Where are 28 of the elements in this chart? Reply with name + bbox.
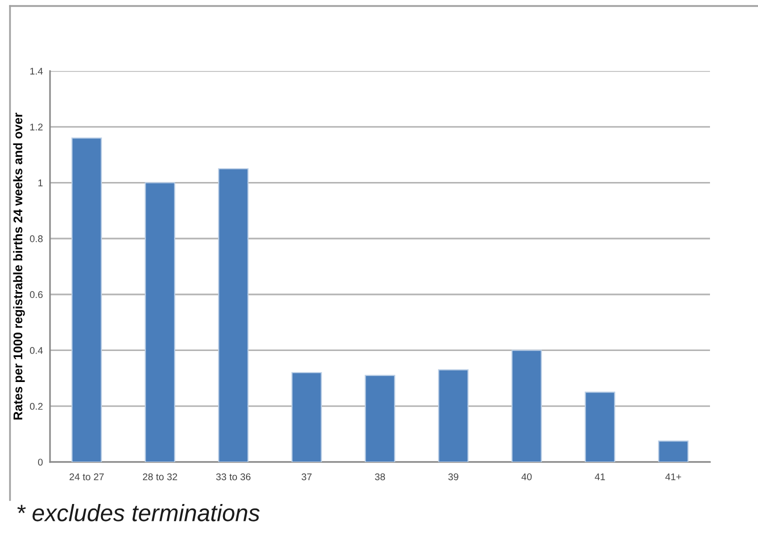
y-tick-label: 1 [38, 180, 43, 186]
bar [511, 350, 542, 462]
x-tick-label: 40 [521, 473, 532, 480]
y-tick-label: 0.2 [30, 402, 43, 410]
y-tick-label: 0.8 [30, 235, 43, 242]
y-axis-title: Rates per 1000 registrable births 24 weeks and over [13, 112, 25, 420]
y-tick-label: 1.2 [30, 124, 43, 130]
y-tick-label: 0.6 [30, 291, 43, 298]
x-tick-label: 37 [302, 473, 312, 480]
x-tick-label: 33 to 36 [216, 473, 250, 480]
bar [291, 372, 322, 462]
y-tick-label: 0 [38, 458, 43, 466]
y-tick-label: 1.4 [30, 68, 43, 75]
bar [71, 137, 102, 462]
x-tick-label: 38 [374, 473, 385, 480]
bar [584, 392, 616, 462]
bar [144, 182, 176, 462]
bar [438, 369, 469, 462]
bar [364, 374, 396, 462]
bar [658, 440, 689, 462]
x-tick-label: 24 to 27 [70, 473, 104, 480]
x-tick-label: 41 [594, 473, 605, 480]
y-tick-label: 0.4 [30, 347, 43, 354]
text: * excludes terminations [17, 504, 260, 522]
x-tick-label: 39 [448, 473, 458, 480]
x-tick-label: 41+ [665, 473, 682, 480]
bar [218, 168, 249, 462]
x-tick-label: 28 to 32 [142, 473, 178, 480]
